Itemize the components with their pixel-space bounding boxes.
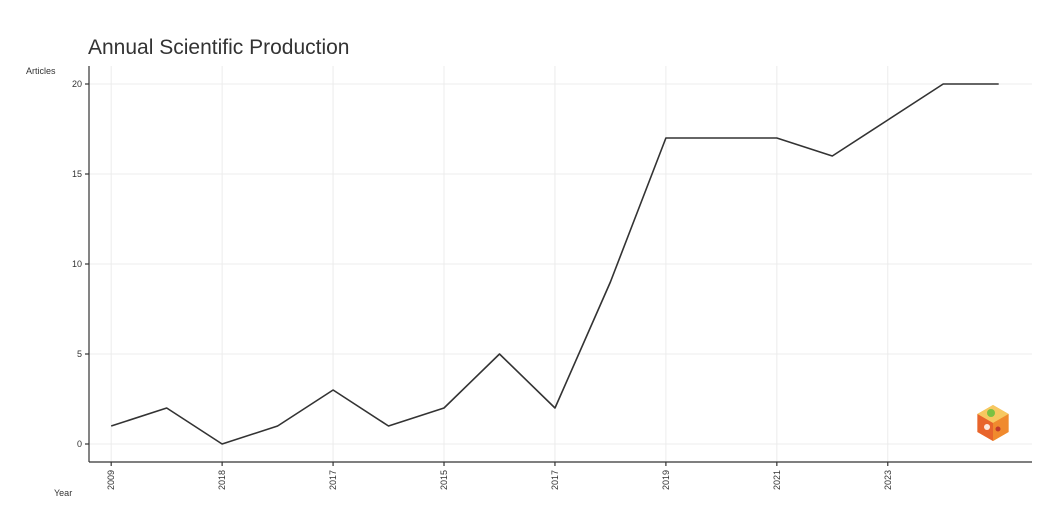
x-axis-title: Year — [54, 488, 72, 498]
x-tick-label: 2021 — [772, 470, 782, 490]
x-tick-label: 2017 — [550, 470, 560, 490]
x-tick-label: 2023 — [883, 470, 893, 490]
x-tick-label: 2015 — [439, 470, 449, 490]
x-tick-label: 2018 — [217, 470, 227, 490]
y-axis-ticks: 0 5 10 15 20 — [72, 79, 89, 449]
y-axis-title: Articles — [26, 66, 56, 76]
y-tick-label: 20 — [72, 79, 82, 89]
y-tick-label: 15 — [72, 169, 82, 179]
y-tick-label: 0 — [77, 439, 82, 449]
bibliometrix-logo-icon — [977, 405, 1009, 441]
chart-title: Annual Scientific Production — [88, 36, 350, 59]
y-tick-label: 5 — [77, 349, 82, 359]
series-line — [110, 83, 999, 445]
grid — [89, 66, 1032, 462]
x-tick-label: 2019 — [661, 470, 671, 490]
x-tick-label: 2009 — [106, 470, 116, 490]
y-tick-label: 10 — [72, 259, 82, 269]
x-tick-label: 2017 — [328, 470, 338, 490]
x-axis-ticks: 2009 2018 2017 2015 2017 2019 2021 2023 — [106, 462, 893, 490]
